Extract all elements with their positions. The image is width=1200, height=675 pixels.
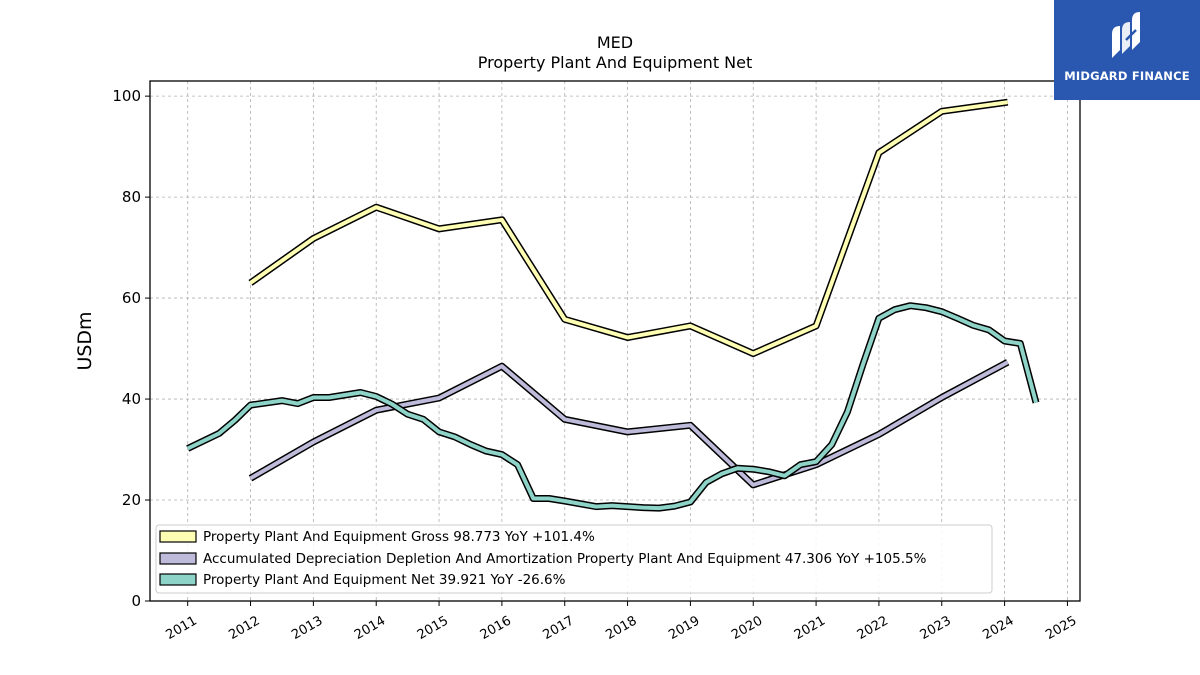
legend-box <box>155 524 993 594</box>
x-tick-label: 2023 <box>918 613 954 643</box>
logo-text: MIDGARD FINANCE <box>1064 69 1190 83</box>
y-tick-label: 80 <box>122 188 141 206</box>
y-axis-label: USDm <box>74 311 96 370</box>
x-tick-label: 2014 <box>352 613 388 643</box>
x-tick-label: 2011 <box>164 613 200 643</box>
legend-label-net: Property Plant And Equipment Net 39.921 … <box>203 572 566 588</box>
x-tick-label: 2015 <box>415 613 451 643</box>
legend: Property Plant And Equipment Gross 98.77… <box>155 524 993 594</box>
legend-swatch-depreciation <box>159 552 197 565</box>
x-tick-label: 2022 <box>855 613 891 643</box>
legend-swatch-net <box>159 573 197 586</box>
x-tick-label: 2019 <box>666 613 702 643</box>
grid-layer <box>150 81 1080 602</box>
series-line-0 <box>249 100 1008 356</box>
x-tick-label: 2020 <box>729 613 765 643</box>
y-tick-label: 0 <box>131 592 141 610</box>
x-tick-label: 2012 <box>226 613 262 643</box>
legend-label-gross: Property Plant And Equipment Gross 98.77… <box>203 529 595 545</box>
series-outline-0 <box>248 98 1009 358</box>
x-tick-label: 2025 <box>1043 613 1079 643</box>
chart-subtitle: Property Plant And Equipment Net <box>478 53 753 72</box>
legend-label-depreciation: Accumulated Depreciation Depletion And A… <box>203 551 927 567</box>
chart-title: MED <box>597 33 633 52</box>
x-tick-label: 2013 <box>289 613 325 643</box>
y-tick-label: 100 <box>112 87 141 105</box>
y-tick-label: 60 <box>122 289 141 307</box>
lines-layer <box>186 98 1040 512</box>
x-tick-label: 2021 <box>792 613 828 643</box>
logo-mark-icon <box>1112 12 1140 58</box>
x-tick-label: 2016 <box>478 613 514 643</box>
plot-frame <box>149 80 1081 602</box>
x-tick-label: 2017 <box>541 613 577 643</box>
y-tick-label: 20 <box>122 491 141 509</box>
series-line-1 <box>249 360 1009 487</box>
x-tick-label: 2024 <box>980 613 1016 643</box>
series-line-2 <box>186 303 1038 511</box>
y-tick-label: 40 <box>122 390 141 408</box>
legend-swatch-gross <box>159 530 197 543</box>
x-tick-label: 2018 <box>603 613 639 643</box>
midgard-finance-logo: MIDGARD FINANCE <box>1054 0 1200 100</box>
